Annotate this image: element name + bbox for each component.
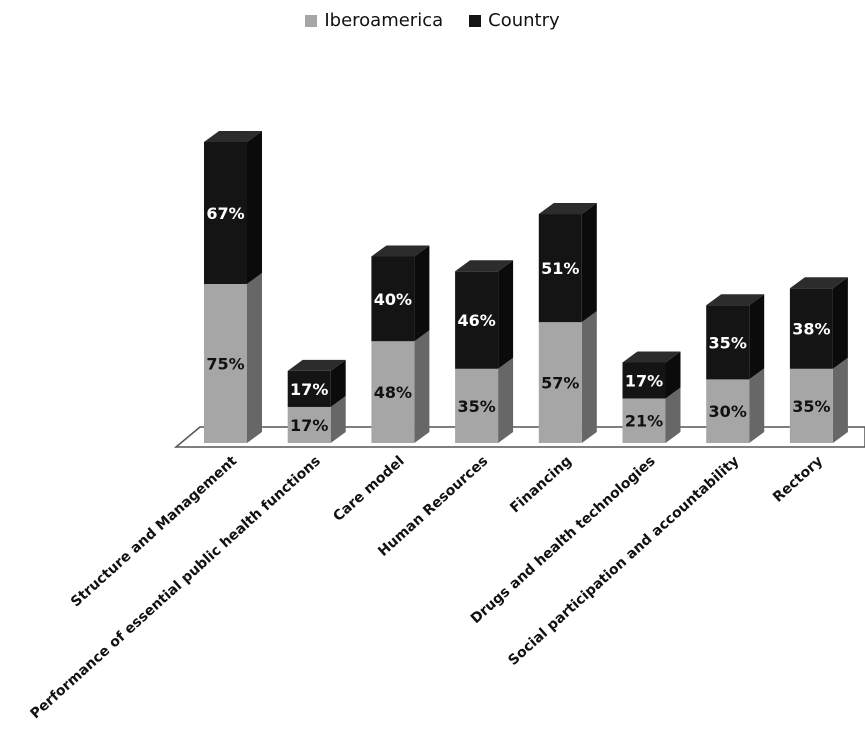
data-label-iberoamerica: 35% (457, 397, 495, 416)
bar-side-country (330, 359, 346, 407)
data-label-country: 67% (206, 204, 244, 223)
legend-swatch-country (469, 14, 482, 27)
bar-country (287, 370, 331, 407)
bar-top (287, 359, 346, 371)
bar-iberoamerica (371, 341, 415, 443)
data-label-iberoamerica: 35% (792, 397, 830, 416)
bar-side-country (665, 351, 681, 399)
bar-country (706, 305, 750, 380)
bar-side-iberoamerica (665, 387, 681, 443)
legend-label-iberoamerica: Iberoamerica (324, 10, 444, 31)
bar-iberoamerica (287, 406, 331, 443)
bar-iberoamerica (538, 322, 582, 443)
bar-side-iberoamerica (414, 330, 430, 443)
bar-side-iberoamerica (330, 395, 346, 443)
data-label-country: 35% (709, 333, 747, 352)
bar-top (371, 245, 430, 257)
bar-country (371, 256, 415, 342)
legend: Iberoamerica Country (0, 10, 865, 31)
data-label-iberoamerica: 30% (709, 402, 747, 421)
data-label-iberoamerica: 48% (374, 383, 412, 402)
bar-top (789, 277, 848, 289)
bar-side-iberoamerica (581, 311, 597, 443)
category-label: Drugs and health technologies (468, 453, 659, 627)
bar-country (538, 214, 582, 323)
bar-top (706, 294, 765, 306)
bar-iberoamerica (204, 284, 247, 443)
bar-top (622, 351, 681, 363)
category-label: Structure and Management (68, 453, 240, 610)
bar-iberoamerica (622, 398, 666, 443)
bar-side-iberoamerica (832, 357, 848, 443)
data-label-country: 17% (290, 380, 328, 399)
bar-country (455, 271, 499, 369)
data-label-iberoamerica: 21% (625, 412, 663, 431)
category-label: Performance of essential public health f… (27, 453, 323, 722)
bar-top (204, 130, 262, 142)
bar-side-country (414, 245, 430, 342)
bar-top (455, 260, 514, 272)
data-label-iberoamerica: 57% (541, 374, 579, 393)
category-label: Financing (507, 453, 575, 516)
legend-item-iberoamerica[interactable]: Iberoamerica (305, 10, 443, 31)
data-label-iberoamerica: 75% (206, 355, 244, 374)
bar-country (622, 362, 666, 399)
bar-country (204, 141, 247, 284)
bar-iberoamerica (706, 379, 750, 443)
category-label: Rectory (770, 453, 826, 506)
bar-side-iberoamerica (749, 368, 765, 443)
legend-swatch-iberoamerica (305, 14, 318, 27)
bar-side-country (581, 203, 597, 323)
bar-iberoamerica (789, 368, 833, 443)
data-label-country: 46% (457, 311, 495, 330)
data-label-iberoamerica: 17% (290, 416, 328, 435)
bar-top (538, 203, 597, 215)
data-label-country: 38% (792, 320, 830, 339)
bar-iberoamerica (455, 368, 499, 443)
data-label-country: 51% (541, 259, 579, 278)
bar-side-country (498, 260, 514, 369)
data-label-country: 17% (625, 371, 663, 390)
data-label-country: 40% (374, 290, 412, 309)
category-label: Care model (330, 453, 407, 525)
bar-side-country (832, 277, 848, 369)
bar-side-country (749, 294, 765, 380)
bar-side-iberoamerica (498, 357, 514, 443)
bar-country (789, 288, 833, 369)
chart-floor (173, 426, 865, 448)
bar-side-country (247, 130, 262, 284)
legend-label-country: Country (488, 10, 560, 31)
bar-side-iberoamerica (247, 273, 262, 443)
legend-item-country[interactable]: Country (469, 10, 560, 31)
